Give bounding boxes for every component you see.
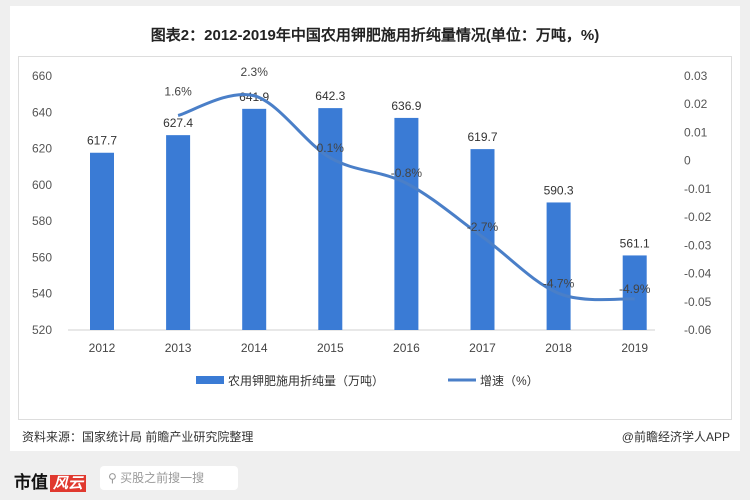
y-left-tick-label: 620	[32, 142, 52, 156]
y-right-tick-label: -0.02	[684, 210, 712, 224]
bar	[394, 117, 419, 330]
bar	[318, 108, 343, 330]
x-tick-label: 2017	[469, 341, 496, 355]
growth-line	[177, 93, 635, 302]
y-right-tick-label: 0.03	[684, 69, 708, 83]
x-tick-label: 2014	[241, 341, 268, 355]
search-input[interactable]: ⚲ 买股之前搜一搜	[100, 466, 238, 490]
bar	[242, 108, 267, 331]
bar	[166, 135, 191, 330]
x-tick-label: 2013	[165, 341, 192, 355]
bar-data-label: 636.9	[391, 99, 421, 113]
bar-data-label: 619.7	[467, 130, 497, 144]
y-left-tick-label: 520	[32, 323, 52, 337]
chart-frame	[18, 56, 732, 420]
search-placeholder: 买股之前搜一搜	[120, 471, 205, 485]
y-left-tick-label: 540	[32, 287, 52, 301]
line-data-label: 1.6%	[164, 85, 192, 99]
x-tick-label: 2019	[621, 341, 648, 355]
line-data-label: -4.9%	[619, 282, 651, 296]
bar-data-label: 617.7	[87, 134, 117, 148]
y-right-tick-label: -0.05	[684, 295, 712, 309]
logo-badge: 风云	[50, 475, 87, 492]
line-data-label: 2.3%	[241, 65, 269, 79]
line-data-label: -4.7%	[543, 276, 575, 290]
line-data-label: -0.8%	[391, 166, 423, 180]
bar	[546, 202, 571, 330]
y-left-tick-label: 580	[32, 214, 52, 228]
y-left-tick-label: 660	[32, 69, 52, 83]
y-right-tick-label: 0	[684, 154, 691, 168]
y-left-tick-label: 640	[32, 105, 52, 119]
credit-note: @前瞻经济学人APP	[621, 430, 730, 444]
chart-card: 图表2：2012-2019年中国农用钾肥施用折纯量情况(单位：万吨，%) 资料来…	[10, 6, 740, 451]
bar-data-label: 627.4	[163, 116, 193, 130]
legend-line-label: 增速（%）	[480, 374, 539, 388]
line-data-label: -2.7%	[467, 220, 499, 234]
bar	[90, 152, 114, 330]
y-right-tick-label: -0.03	[684, 238, 712, 252]
legend-bar-swatch	[196, 376, 224, 384]
chart-title: 图表2：2012-2019年中国农用钾肥施用折纯量情况(单位：万吨，%)	[150, 27, 600, 44]
y-right-tick-label: -0.04	[684, 267, 712, 281]
bar	[470, 149, 495, 330]
source-note: 资料来源：国家统计局 前瞻产业研究院整理	[22, 430, 254, 444]
y-right-tick-label: -0.01	[684, 182, 712, 196]
logo-text: 市值	[14, 473, 48, 492]
y-right-tick-label: 0.02	[684, 97, 708, 111]
bar-data-label: 561.1	[620, 236, 650, 250]
y-right-tick-label: 0.01	[684, 125, 708, 139]
x-tick-label: 2012	[89, 341, 116, 355]
x-tick-label: 2016	[393, 341, 420, 355]
y-left-tick-label: 600	[32, 178, 52, 192]
bar	[622, 255, 647, 330]
y-left-tick-label: 560	[32, 250, 52, 264]
chart-svg: 520 540 560 580 600 620 640 660 -0.06 -0.05 -0.04 -…	[32, 65, 712, 388]
legend-bar-label: 农用钾肥施用折纯量（万吨）	[228, 373, 384, 388]
bar-data-label: 590.3	[544, 183, 574, 197]
bar-data-label: 642.3	[315, 89, 345, 103]
x-tick-label: 2015	[317, 341, 344, 355]
search-icon: ⚲	[108, 471, 121, 485]
x-tick-label: 2018	[545, 341, 572, 355]
site-logo[interactable]: 市值 风云	[14, 468, 87, 493]
y-right-tick-label: -0.06	[684, 323, 712, 337]
footer-bar: 市值 风云 ⚲ 买股之前搜一搜	[0, 462, 750, 500]
line-data-label: 0.1%	[317, 141, 345, 155]
